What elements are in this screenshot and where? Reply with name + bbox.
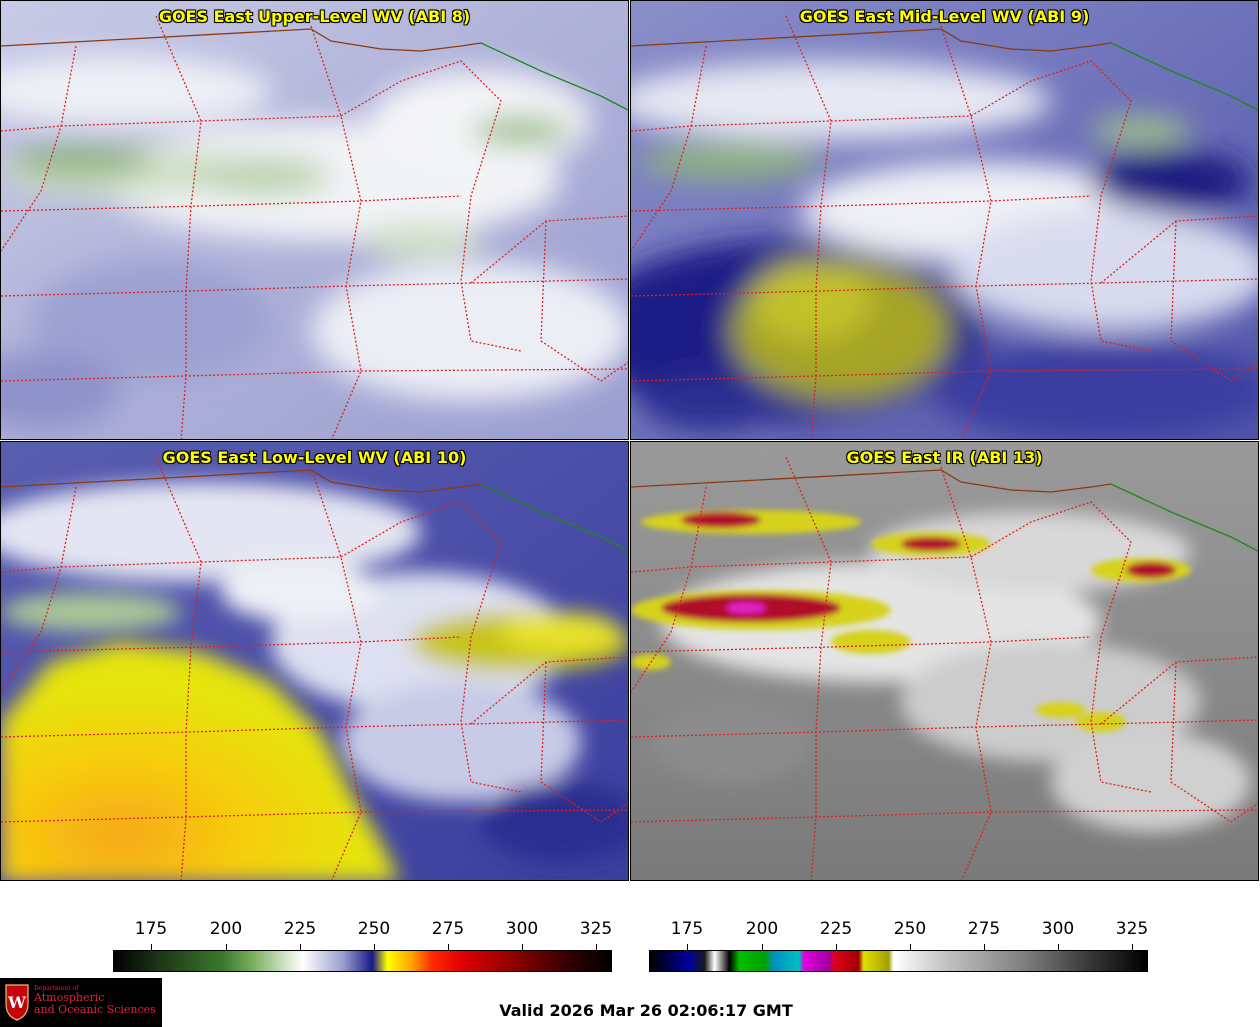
wv-colorbar: 175 200 225 250 275 300 325 xyxy=(113,915,612,975)
wv-tick-mark xyxy=(374,944,375,950)
ir-tick-mark xyxy=(1132,944,1133,950)
wv-tick-mark xyxy=(596,944,597,950)
uw-crest-icon: W xyxy=(5,984,29,1021)
panel-title-abi13: GOES East IR (ABI 13) xyxy=(846,448,1043,467)
valid-time: Valid 2026 Mar 26 02:06:17 GMT xyxy=(499,1001,793,1020)
panel-upper-level-wv: GOES East Upper-Level WV (ABI 8) xyxy=(0,0,629,440)
ir-tick-label: 225 xyxy=(819,919,853,939)
ir-tick-label: 250 xyxy=(893,919,927,939)
crest-letter: W xyxy=(7,993,27,1012)
ir-tick-label: 275 xyxy=(967,919,1001,939)
ir-tick-mark xyxy=(687,944,688,950)
panel-title-abi10: GOES East Low-Level WV (ABI 10) xyxy=(162,448,467,467)
wv-tick-mark xyxy=(226,944,227,950)
ir-tick-label: 175 xyxy=(670,919,704,939)
wv-tick-label: 325 xyxy=(579,919,613,939)
ir-tick-mark xyxy=(910,944,911,950)
wv-tick-label: 200 xyxy=(209,919,243,939)
aos-logo[interactable]: W Department of Atmospheric and Oceanic … xyxy=(0,978,162,1027)
logo-line-2: Atmospheric xyxy=(34,991,105,1005)
wv-tick-label: 175 xyxy=(134,919,168,939)
wv-tick-mark xyxy=(300,944,301,950)
wv-tick-mark xyxy=(448,944,449,950)
wv-tick-label: 250 xyxy=(357,919,391,939)
ir-colorbar-gradient xyxy=(649,950,1148,972)
ir-tick-label: 200 xyxy=(745,919,779,939)
mid-level-wv-image xyxy=(631,1,1258,439)
wv-tick-mark xyxy=(522,944,523,950)
ir-tick-label: 325 xyxy=(1115,919,1149,939)
upper-level-wv-image xyxy=(1,1,628,439)
wv-colorbar-gradient xyxy=(113,950,612,972)
ir-tick-mark xyxy=(836,944,837,950)
ir-tick-mark xyxy=(762,944,763,950)
panel-mid-level-wv: GOES East Mid-Level WV (ABI 9) xyxy=(630,0,1259,440)
wv-tick-mark xyxy=(151,944,152,950)
logo-line-1: Department of xyxy=(34,985,79,992)
logo-text: Department of Atmospheric and Oceanic Sc… xyxy=(34,985,156,1016)
wv-tick-label: 225 xyxy=(283,919,317,939)
ir-image xyxy=(631,442,1258,880)
logo-line-3: and Oceanic Sciences xyxy=(34,1002,156,1016)
panel-low-level-wv: GOES East Low-Level WV (ABI 10) xyxy=(0,441,629,881)
ir-tick-mark xyxy=(1058,944,1059,950)
ir-tick-mark xyxy=(984,944,985,950)
panel-ir: GOES East IR (ABI 13) xyxy=(630,441,1259,881)
ir-colorbar: 175 200 225 250 275 300 325 xyxy=(649,915,1148,975)
low-level-wv-image xyxy=(1,442,628,880)
panel-title-abi8: GOES East Upper-Level WV (ABI 8) xyxy=(158,7,471,26)
panel-title-abi9: GOES East Mid-Level WV (ABI 9) xyxy=(799,7,1090,26)
wv-tick-label: 300 xyxy=(505,919,539,939)
ir-tick-label: 300 xyxy=(1041,919,1075,939)
wv-tick-label: 275 xyxy=(431,919,465,939)
